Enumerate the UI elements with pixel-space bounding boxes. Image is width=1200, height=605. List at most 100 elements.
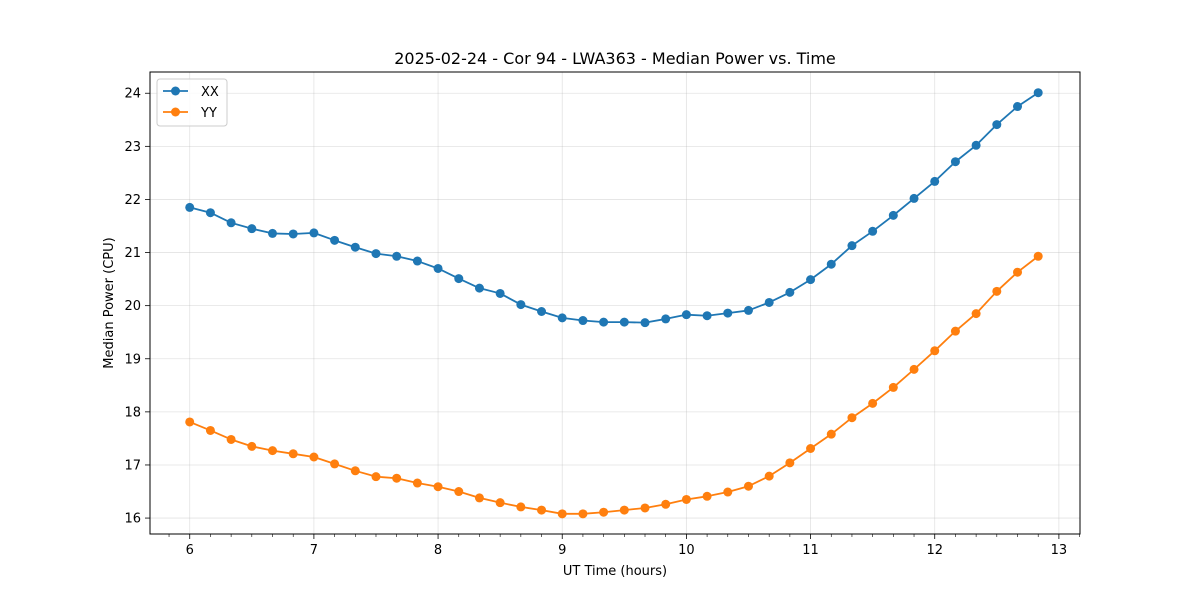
data-point-xx [868,226,878,236]
data-point-xx [785,287,795,297]
data-point-xx [847,241,857,251]
data-point-yy [516,502,526,512]
data-point-yy [309,452,319,462]
data-point-xx [992,120,1002,130]
legend-label-yy: YY [200,106,217,121]
data-point-xx [433,263,443,273]
data-point-xx [454,274,464,284]
y-tick-label: 22 [124,193,141,208]
data-point-xx [764,297,774,307]
data-point-xx [247,224,257,234]
data-point-yy [371,472,381,482]
data-point-yy [1013,267,1023,277]
x-tick-label: 8 [434,543,442,558]
data-point-xx [268,228,278,238]
data-point-yy [454,487,464,497]
x-axis-label: UT Time (hours) [563,564,667,579]
data-point-xx [185,202,195,212]
data-point-xx [743,305,753,315]
y-tick-label: 21 [124,246,141,261]
x-tick-label: 13 [1051,543,1068,558]
data-point-xx [474,283,484,293]
data-point-yy [495,498,505,508]
data-point-xx [392,251,402,261]
legend: XX YY [156,78,228,127]
data-point-xx [557,313,567,323]
data-point-yy [537,505,547,515]
data-point-yy [226,434,236,444]
data-point-yy [268,446,278,456]
y-tick-label: 24 [124,87,141,102]
data-point-yy [619,505,629,515]
y-axis-label: Median Power (CPU) [102,237,117,368]
data-point-xx [495,288,505,298]
legend-label-xx: XX [201,85,219,100]
data-point-xx [350,242,360,252]
data-point-yy [350,466,360,476]
data-point-yy [743,481,753,491]
x-tick-label: 6 [186,543,194,558]
legend-marker-yy [171,107,180,117]
data-point-xx [640,318,650,328]
x-tick-label: 12 [926,543,943,558]
data-point-yy [288,449,298,459]
data-point-xx [723,308,733,318]
data-point-yy [330,459,340,469]
data-point-yy [971,309,981,319]
data-point-yy [640,503,650,513]
y-tick-label: 18 [124,405,141,420]
y-tick-label: 23 [124,140,141,155]
data-point-xx [806,275,816,285]
data-point-xx [578,316,588,326]
data-point-yy [578,509,588,519]
grid [150,72,1080,534]
data-point-yy [723,487,733,497]
data-point-yy [247,441,257,451]
data-point-yy [847,413,857,423]
data-point-yy [661,499,671,509]
data-point-xx [516,300,526,310]
x-tick-label: 11 [802,543,819,558]
data-point-xx [702,311,712,321]
data-point-yy [599,507,609,517]
data-point-xx [661,314,671,324]
x-tick-label: 10 [678,543,695,558]
data-point-xx [826,259,836,269]
data-point-yy [806,444,816,453]
axes: 6 7 8 9 10 11 12 13 16 17 18 19 20 21 22 23 24 [124,87,1080,558]
data-point-yy [412,478,422,488]
data-point-yy [433,482,443,492]
data-point-xx [412,256,422,266]
plot-frame [149,71,1081,535]
y-tick-label: 17 [124,458,141,473]
data-point-xx [971,140,981,150]
x-tick-label: 9 [558,543,566,558]
y-tick-label: 19 [124,352,141,367]
data-point-yy [205,425,215,435]
data-point-xx [309,228,319,238]
data-point-xx [226,218,236,228]
data-point-yy [702,491,712,501]
y-tick-label: 20 [124,299,141,314]
data-point-yy [785,458,795,468]
data-point-yy [950,326,960,336]
data-point-xx [888,210,898,220]
data-point-xx [909,193,919,203]
series-line-xx [189,91,1039,324]
data-point-xx [205,208,215,218]
x-tick-label: 7 [310,543,318,558]
data-point-yy [1033,251,1043,261]
series-line-yy [189,255,1039,515]
series-xx [185,88,1043,328]
legend-marker-xx [171,86,180,96]
data-point-yy [681,494,691,504]
data-point-yy [992,286,1002,296]
data-point-yy [826,429,836,439]
series-yy [185,251,1043,519]
data-point-yy [909,364,919,374]
data-point-yy [185,417,195,427]
data-point-xx [599,317,609,327]
data-point-yy [392,473,402,483]
data-point-xx [371,249,381,259]
